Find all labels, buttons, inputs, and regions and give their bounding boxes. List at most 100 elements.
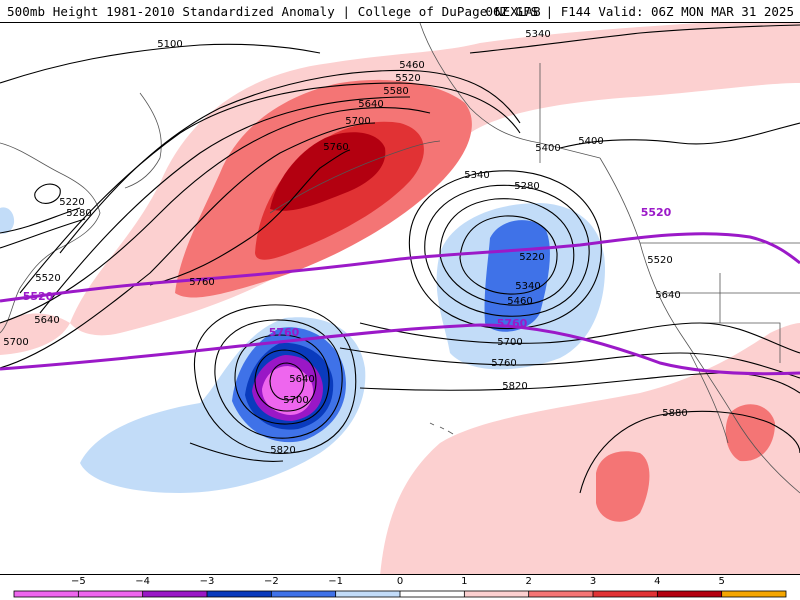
contour-5520 xyxy=(19,82,521,294)
contour-5340 xyxy=(469,24,800,54)
colorbar-label: −2 xyxy=(263,576,279,587)
header-bar: 500mb Height 1981-2010 Standardized Anom… xyxy=(0,0,800,22)
contour-5580 xyxy=(39,96,411,314)
anomaly-region-neg5 xyxy=(262,366,314,415)
contour-label: 5460 xyxy=(507,296,532,307)
contour-5880 xyxy=(579,410,800,494)
contour-label: 5700 xyxy=(345,116,370,127)
colorbar-segment xyxy=(14,591,79,597)
anomaly-region-pos1-west xyxy=(0,313,70,355)
contour-5700-east xyxy=(359,322,800,354)
contour-west-low-4 xyxy=(254,349,317,412)
colorbar-label: 1 xyxy=(461,576,468,587)
contour-label: 5520 xyxy=(395,73,420,84)
contour-label: 5640 xyxy=(289,374,314,385)
colorbar-label: 5 xyxy=(718,576,725,587)
contour-5820-west xyxy=(189,442,284,462)
colorbar-segment xyxy=(657,591,722,597)
coastline-aleutians xyxy=(269,140,441,214)
contour-label: 5760 xyxy=(323,142,348,153)
coastline-alaska xyxy=(419,23,601,159)
contour-label: 5580 xyxy=(383,86,408,97)
coastlines xyxy=(0,23,800,494)
contour-5220-west xyxy=(0,207,81,234)
highlight-labels: 5520 5520 5760 5760 xyxy=(23,206,672,339)
anomaly-region-pos2-mexico xyxy=(596,451,650,522)
highlight-contour-label: 5760 xyxy=(269,326,300,339)
contour-label: 5280 xyxy=(514,181,539,192)
contour-label: 5520 xyxy=(647,255,672,266)
contour-west-low-2 xyxy=(214,319,343,439)
contour-east-low-2 xyxy=(424,184,590,317)
contour-label: 5820 xyxy=(270,445,295,456)
anomaly-region-pos2-mexico-b xyxy=(725,404,775,462)
highlight-contours xyxy=(0,232,800,376)
highlight-5520 xyxy=(0,232,800,303)
contour-label: 5220 xyxy=(59,197,84,208)
colorbar-label: −4 xyxy=(135,576,151,587)
colorbar-label: −1 xyxy=(328,576,344,587)
colorbar-outline xyxy=(13,590,787,598)
contour-east-low-1 xyxy=(408,170,602,330)
contour-label: 5220 xyxy=(519,252,544,263)
contour-small-west xyxy=(34,183,61,204)
coastline-baja xyxy=(689,352,729,444)
contour-label: 5820 xyxy=(502,381,527,392)
colorbar-segment xyxy=(142,591,207,597)
contour-label: 5400 xyxy=(578,136,603,147)
contour-5280-west xyxy=(0,218,86,249)
colorbar-label: −3 xyxy=(199,576,215,587)
contour-5820 xyxy=(359,372,800,394)
map-panel: 5100 5340 5460 5520 5580 5640 5700 5760 5400 5400… xyxy=(0,22,800,575)
contour-label: 5340 xyxy=(464,170,489,181)
contour-label: 5700 xyxy=(497,337,522,348)
colorbar-segment xyxy=(464,591,529,597)
colorbar-label: 3 xyxy=(589,576,597,587)
contour-5400-east xyxy=(559,122,800,149)
contour-5760-east xyxy=(339,347,800,379)
anomaly-region-pos1-south xyxy=(380,323,800,574)
highlight-contour-label: 5520 xyxy=(641,206,672,219)
contour-label: 5640 xyxy=(358,99,383,110)
contour-5100 xyxy=(0,43,321,84)
map-title: 500mb Height 1981-2010 Standardized Anom… xyxy=(7,4,541,19)
contour-label: 5400 xyxy=(535,143,560,154)
contour-label: 5700 xyxy=(3,337,28,348)
colorbar-segment xyxy=(721,591,786,597)
highlight-contour-label: 5760 xyxy=(497,317,528,330)
contour-label: 5340 xyxy=(525,29,550,40)
contour-label: 5520 xyxy=(35,273,60,284)
contour-west-low-3 xyxy=(234,334,330,425)
contour-5640 xyxy=(0,107,431,324)
contour-label: 5460 xyxy=(399,60,424,71)
hawaii-islands xyxy=(429,422,454,435)
coastline-kamchatka xyxy=(124,92,162,189)
anomaly-region-neg1-small xyxy=(0,207,15,234)
contour-label: 5760 xyxy=(189,277,214,288)
contour-label: 5280 xyxy=(66,208,91,219)
contour-label: 5700 xyxy=(283,395,308,406)
highlight-5760 xyxy=(0,323,800,376)
contour-east-low-4 xyxy=(459,215,558,295)
height-contours xyxy=(0,24,800,494)
colorbar-segment xyxy=(335,591,400,597)
contour-5700 xyxy=(0,122,376,369)
colorbar-graphic xyxy=(13,590,787,598)
highlight-contour-label: 5520 xyxy=(23,290,54,303)
coastline-na-west xyxy=(599,157,800,494)
contour-label: 5640 xyxy=(655,290,680,301)
contour-west-low-1 xyxy=(193,304,357,455)
model-run-info: 06Z GFS | F144 Valid: 06Z MON MAR 31 202… xyxy=(485,4,794,19)
colorbar-segment xyxy=(400,591,465,597)
anomaly-colorbar: −5 −4 −3 −2 −1 0 1 2 3 4 5 xyxy=(0,575,800,600)
contour-label: 5100 xyxy=(157,39,182,50)
colorbar-label: 2 xyxy=(525,576,532,587)
contour-label: 5760 xyxy=(491,358,516,369)
borders-west xyxy=(539,63,800,363)
contour-west-low-5 xyxy=(269,362,305,401)
colorbar-segment xyxy=(78,591,143,597)
colorbar-segment xyxy=(271,591,336,597)
